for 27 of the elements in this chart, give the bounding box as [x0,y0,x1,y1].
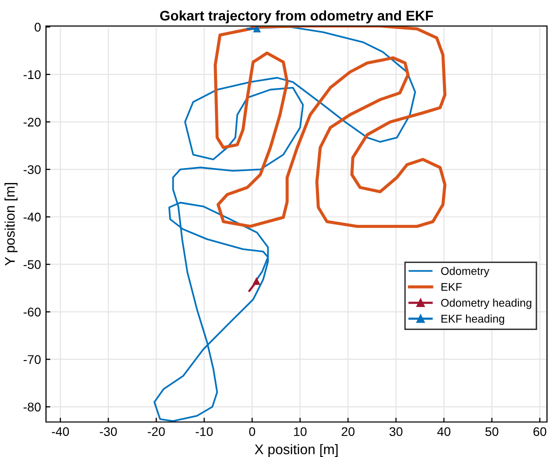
x-tick-label: 10 [294,427,307,436]
legend-label: Odometry heading [441,298,532,309]
x-tick-label: 20 [342,427,354,436]
y-tick-label: -20 [24,118,41,127]
x-tick-label: -30 [100,427,117,436]
y-tick-label: -50 [24,260,41,270]
x-tick-label: 40 [437,427,450,436]
y-axis-title: Y position [m] [4,183,18,266]
x-tick-label: 60 [533,427,546,436]
x-tick-label: 0 [249,427,256,436]
y-tick-label: -40 [24,212,41,222]
x-tick-label: -10 [196,427,213,436]
legend-label: EKF heading [441,314,504,325]
y-tick-label: -70 [24,355,41,364]
legend-label: Odometry [441,266,490,278]
x-tick-label: 30 [390,427,402,436]
y-tick-label: -10 [24,70,41,80]
chart-title: Gokart trajectory from odometry and EKF [160,10,433,24]
y-tick-label: -80 [24,402,41,412]
y-tick-label: -60 [24,308,41,316]
x-tick-label: -40 [52,427,69,436]
y-tick-label: -30 [24,165,41,174]
x-tick-label: 50 [485,427,498,436]
x-axis-title: X position [m] [254,444,338,457]
y-tick-label: 0 [34,22,41,32]
legend-label: EKF [441,283,462,291]
x-tick-label: -20 [148,427,165,436]
